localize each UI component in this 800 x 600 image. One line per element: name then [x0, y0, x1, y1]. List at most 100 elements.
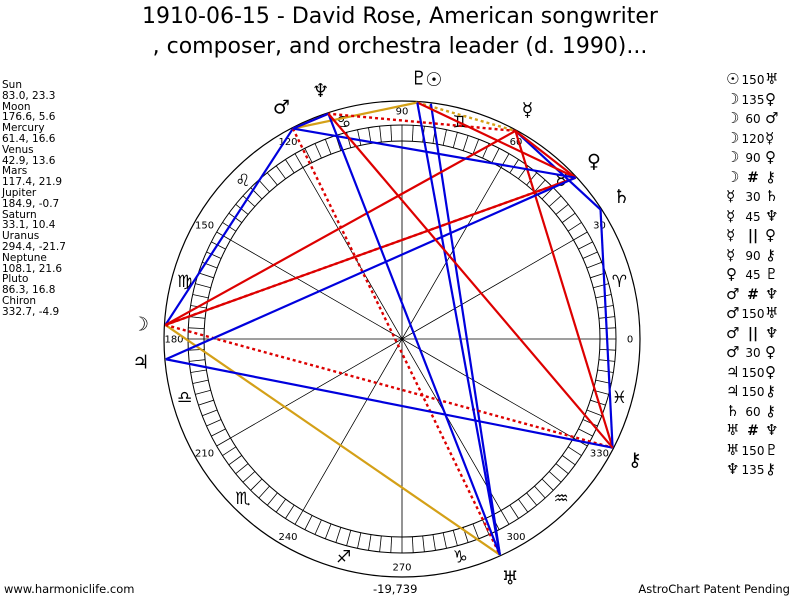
aspect-row: ☿ || ♀ — [726, 226, 780, 246]
degree-tick — [595, 294, 612, 299]
jupiter-icon: ♃ — [726, 362, 740, 381]
degree-tick — [598, 359, 615, 362]
aspect-type: 60 — [745, 404, 761, 419]
aspect-line — [514, 130, 577, 179]
chiron-icon: ⚷ — [765, 167, 776, 186]
position-name: Venus — [2, 143, 34, 156]
aspect-line — [327, 113, 614, 449]
aspect-line — [327, 113, 501, 556]
degree-tick — [555, 463, 569, 474]
degree-tick — [335, 527, 342, 543]
position-value: 33.1, 10.4 — [2, 219, 56, 232]
aspect-line — [416, 101, 577, 179]
moon-icon: ☽ — [726, 167, 740, 186]
aspect-line — [165, 176, 576, 326]
degree-tick — [235, 204, 249, 215]
degree-tick — [582, 251, 598, 259]
degree-tick — [206, 251, 222, 259]
degree-tick — [561, 212, 576, 223]
position-value: 332.7, -4.9 — [2, 305, 60, 318]
mercury-icon: ☿ — [726, 206, 736, 225]
degree-label: 330 — [590, 449, 609, 460]
position-name: Mars — [2, 165, 28, 178]
aspect-type: 135 — [741, 463, 765, 477]
neptune-icon: ♆ — [765, 421, 779, 439]
degree-tick — [561, 455, 576, 466]
degree-label: 150 — [195, 221, 214, 232]
aspect-type: 150 — [741, 443, 765, 458]
outer-circle — [163, 100, 641, 578]
footer-patent: AstroChart Patent Pending — [638, 582, 790, 596]
aspect-type: 90 — [745, 248, 761, 263]
venus-icon: ♀ — [765, 226, 776, 244]
degree-tick — [509, 504, 519, 519]
degree-tick — [228, 455, 243, 466]
aspect-line — [165, 176, 577, 361]
capricorn-sign-icon: ♑ — [453, 547, 468, 567]
degree-tick — [534, 179, 546, 193]
footer-score: -19,739 — [373, 582, 418, 596]
uranus-icon: ♅ — [765, 304, 779, 322]
degree-tick — [235, 463, 249, 474]
mars-icon: ♂ — [273, 96, 290, 118]
degree-tick — [593, 283, 609, 289]
uranus-icon: ♅ — [765, 70, 779, 88]
uranus-icon: ♅ — [726, 440, 740, 459]
aspect-type: 30 — [745, 190, 761, 204]
aspect-row: ☿ 45 ♆ — [726, 207, 780, 227]
pisces-sign-icon: ♓ — [612, 388, 627, 408]
degree-tick — [518, 498, 529, 513]
mars-icon: ♂ — [726, 323, 740, 342]
aspect-type: 135 — [741, 92, 765, 107]
aspect-row: ♆ 135⚷ — [726, 460, 780, 480]
degree-tick — [567, 446, 582, 456]
position-value: 86.3, 16.8 — [2, 284, 56, 297]
neptune-icon: ♆ — [765, 284, 779, 303]
sun-icon: ☉ — [425, 69, 442, 91]
degree-tick — [294, 510, 304, 525]
degree-tick — [578, 428, 593, 437]
degree-label: 0 — [627, 335, 633, 346]
aries-sign-icon: ♈ — [612, 272, 627, 292]
degree-tick — [452, 132, 458, 148]
aspect-row: ☿ 30 ♄ — [726, 187, 780, 207]
degree-tick — [500, 510, 510, 525]
degree-tick — [346, 530, 352, 546]
degree-tick — [222, 446, 237, 456]
position-value: 42.9, 13.6 — [2, 154, 56, 167]
aspect-line — [291, 128, 501, 556]
position-name: Pluto — [2, 273, 29, 286]
degree-tick — [195, 283, 211, 289]
aspect-row: ♂ 30 ♀ — [726, 343, 780, 363]
degree-tick — [586, 261, 602, 269]
aspect-line — [165, 358, 613, 449]
saturn-icon: ♄ — [765, 187, 779, 205]
planet-positions-list: Sun 83.0, 23.3 Moon 176.6, 5.6 Mercury 61.4, … — [2, 80, 66, 318]
sun-icon: ☉ — [726, 70, 740, 88]
aspect-row: ♃ 150♀ — [726, 363, 780, 383]
degree-tick — [242, 471, 256, 483]
neptune-icon: ♆ — [765, 323, 779, 342]
aspect-row: ♂ || ♆ — [726, 324, 780, 344]
degree-tick — [202, 409, 218, 417]
chiron-icon: ⚷ — [765, 460, 776, 478]
degree-label: 270 — [392, 563, 411, 574]
degree-tick — [548, 195, 562, 207]
aspect-line — [165, 323, 613, 449]
aspect-type: 60 — [745, 112, 761, 126]
position-value: 117.4, 21.9 — [2, 176, 63, 189]
neptune-icon: ♆ — [726, 460, 740, 478]
degree-label: 120 — [278, 137, 297, 148]
aspect-line — [328, 112, 516, 133]
connector-line — [292, 101, 418, 130]
degree-label: 240 — [278, 532, 297, 543]
degree-tick — [357, 129, 362, 146]
chiron-icon: ⚷ — [765, 401, 776, 420]
position-value: 61.4, 16.6 — [2, 132, 56, 145]
degree-tick — [285, 504, 295, 519]
degree-tick — [534, 485, 546, 499]
mercury-icon: ☿ — [726, 245, 736, 264]
aspect-type: 150 — [741, 365, 765, 380]
saturn-icon: ♄ — [726, 401, 740, 420]
